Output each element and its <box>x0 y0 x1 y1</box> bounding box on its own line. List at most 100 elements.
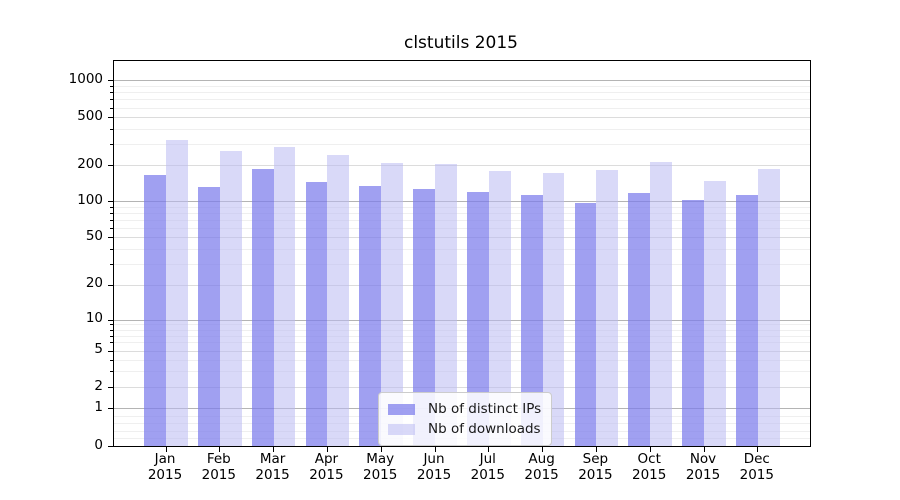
gridline <box>114 165 810 167</box>
bar-distinct-ips-mar <box>251 168 274 446</box>
bar-downloads-nov <box>704 180 726 446</box>
y-tick-label: 500 <box>77 107 103 124</box>
gridline-minor <box>114 219 810 221</box>
bar-distinct-ips-jun <box>413 189 435 446</box>
y-tick-label: 5 <box>94 341 103 358</box>
x-tick-mark <box>488 447 490 452</box>
bar-distinct-ips-dec <box>736 195 758 446</box>
gridline-major <box>114 201 810 203</box>
y-minor-tick-mark <box>110 107 113 109</box>
gridline-minor <box>114 213 810 215</box>
x-tick-label-jun: Jun 2015 <box>416 451 452 483</box>
gridline-minor <box>114 324 810 326</box>
y-minor-tick-mark <box>110 219 113 221</box>
y-tick-mark <box>108 446 113 447</box>
gridline-minor <box>114 227 810 229</box>
y-tick-label: 50 <box>85 227 103 244</box>
x-tick-label-dec: Dec 2015 <box>739 451 774 483</box>
y-minor-tick-mark <box>110 263 113 265</box>
gridline <box>114 387 810 389</box>
x-tick-mark <box>649 447 651 452</box>
y-minor-tick-mark <box>110 144 113 146</box>
legend-swatch-downloads <box>388 423 415 435</box>
y-minor-tick-mark <box>110 92 113 94</box>
x-axis: Jan 2015 Feb 2015 Mar 2015 Apr 2015 May 2015 Jun 20… <box>113 451 809 491</box>
bar-downloads-jul <box>488 170 511 446</box>
y-tick-mark <box>108 387 113 389</box>
gridline-minor <box>114 263 810 265</box>
x-tick-label-oct: Oct 2015 <box>632 451 667 483</box>
x-tick-label-jul: Jul 2015 <box>470 451 505 483</box>
y-tick-mark <box>108 319 113 321</box>
bar-downloads-sep <box>596 170 619 446</box>
y-tick-mark <box>108 350 113 352</box>
x-tick-mark <box>542 447 544 452</box>
y-minor-tick-mark <box>110 206 113 208</box>
gridline-major <box>114 319 810 321</box>
plot-area: Nb of distinct IPs Nb of downloads <box>108 60 811 452</box>
y-minor-tick-mark <box>110 359 113 361</box>
bar-downloads-aug <box>542 173 565 446</box>
y-minor-tick-mark <box>110 342 113 344</box>
bar-downloads-oct <box>650 162 672 446</box>
y-tick-label: 2 <box>94 377 103 394</box>
legend-entry-distinct-ips: Nb of distinct IPs <box>388 399 541 419</box>
legend-label-distinct-ips: Nb of distinct IPs <box>428 401 542 417</box>
y-tick-mark <box>108 165 113 167</box>
y-tick-label: 1000 <box>68 70 103 87</box>
y-tick-label: 0 <box>94 436 103 453</box>
bar-distinct-ips-jan <box>144 175 166 446</box>
bar-distinct-ips-aug <box>520 194 543 446</box>
bar-downloads-dec <box>757 168 780 446</box>
bar-distinct-ips-feb <box>198 187 220 446</box>
gridline <box>114 117 810 119</box>
y-minor-tick-mark <box>110 371 113 373</box>
gridline-major <box>114 80 810 82</box>
y-tick-mark <box>108 80 113 82</box>
legend-swatch-distinct-ips <box>388 403 415 415</box>
y-minor-tick-mark <box>110 227 113 229</box>
legend-label-downloads: Nb of downloads <box>428 421 541 437</box>
y-minor-tick-mark <box>110 99 113 101</box>
y-tick-label: 200 <box>77 155 103 172</box>
x-tick-label-nov: Nov 2015 <box>685 451 721 483</box>
x-tick-mark <box>219 447 221 452</box>
gridline-minor <box>114 342 810 344</box>
y-minor-tick-mark <box>110 213 113 215</box>
gridline <box>114 284 810 286</box>
x-tick-label-mar: Mar 2015 <box>255 451 290 483</box>
y-minor-tick-mark <box>110 335 113 337</box>
bar-distinct-ips-jul <box>467 192 489 446</box>
x-tick-mark <box>703 447 705 452</box>
x-tick-label-jan: Jan 2015 <box>147 451 183 483</box>
chart-title: clstutils 2015 <box>403 33 518 53</box>
gridline-minor <box>114 92 810 94</box>
gridline-minor <box>114 206 810 208</box>
bar-downloads-jan <box>166 140 188 446</box>
y-tick-label: 10 <box>85 310 103 327</box>
x-tick-label-aug: Aug 2015 <box>524 451 559 483</box>
x-tick-mark <box>273 447 275 452</box>
y-tick-mark <box>108 117 113 119</box>
y-tick-mark <box>108 408 113 410</box>
gridline-minor <box>114 329 810 331</box>
x-tick-label-apr: Apr 2015 <box>309 451 344 483</box>
gridline-minor <box>114 144 810 146</box>
gridline-minor <box>114 359 810 361</box>
x-tick-mark <box>165 447 167 452</box>
x-tick-label-sep: Sep 2015 <box>578 451 613 483</box>
y-minor-tick-mark <box>110 324 113 326</box>
gridline-minor <box>114 107 810 109</box>
bar-distinct-ips-sep <box>574 203 597 446</box>
x-tick-mark <box>434 447 436 452</box>
y-minor-tick-mark <box>110 129 113 131</box>
bar-distinct-ips-nov <box>682 200 704 446</box>
bar-downloads-mar <box>273 147 296 446</box>
y-tick-mark <box>108 237 113 239</box>
y-minor-tick-mark <box>110 329 113 331</box>
legend: Nb of distinct IPs Nb of downloads <box>378 392 553 446</box>
y-tick-label: 20 <box>85 275 103 292</box>
bar-downloads-feb <box>219 151 242 446</box>
gridline <box>114 237 810 239</box>
